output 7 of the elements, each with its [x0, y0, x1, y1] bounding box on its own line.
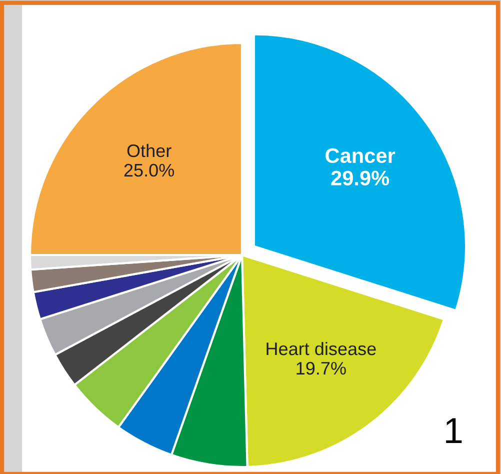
slice-label: Heart disease	[266, 342, 376, 356]
slice-label: Other	[127, 144, 172, 158]
slice-label: Cancer	[326, 148, 396, 164]
data-label: 29.9%	[331, 170, 390, 186]
text: 1	[446, 418, 462, 444]
data-label: 25.0%	[124, 164, 174, 177]
data-label: 19.7%	[296, 362, 346, 375]
